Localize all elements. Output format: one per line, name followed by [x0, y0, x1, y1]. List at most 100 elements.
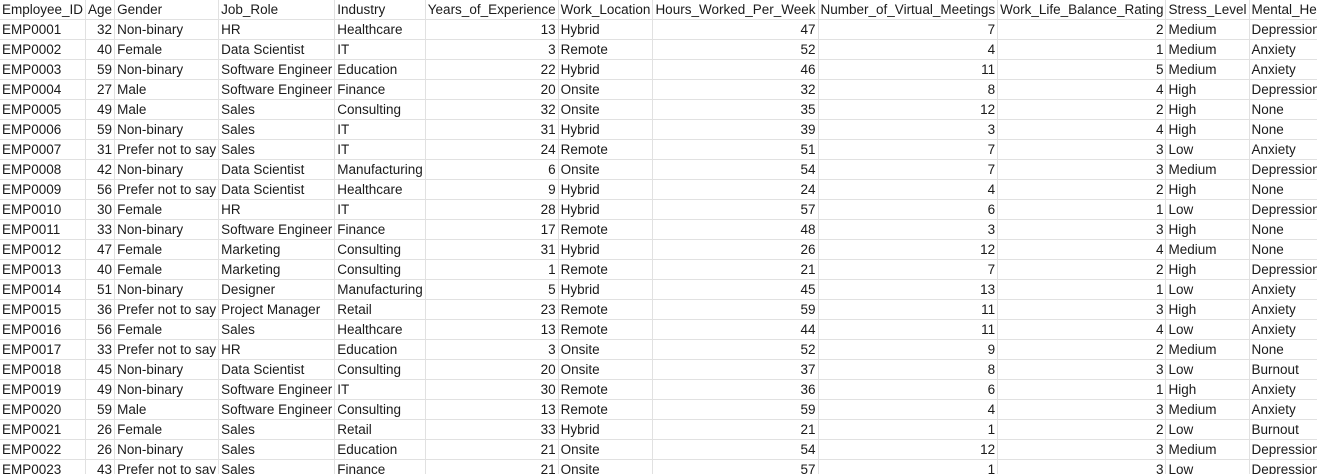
- cell-years-of-experience[interactable]: 31: [425, 239, 559, 260]
- column-header-virtual-meetings[interactable]: Number_of_Virtual_Meetings: [818, 0, 999, 20]
- cell-job-role[interactable]: HR: [218, 199, 336, 220]
- cell-work-life-balance[interactable]: 3: [997, 359, 1167, 380]
- column-header-work-life-balance[interactable]: Work_Life_Balance_Rating: [997, 0, 1167, 20]
- cell-hours-worked[interactable]: 57: [652, 199, 819, 220]
- cell-hours-worked[interactable]: 44: [652, 319, 819, 340]
- cell-hours-worked[interactable]: 24: [652, 179, 819, 200]
- cell-gender[interactable]: Female: [114, 259, 220, 280]
- cell-industry[interactable]: Finance: [334, 79, 426, 100]
- column-header-hours-worked[interactable]: Hours_Worked_Per_Week: [652, 0, 819, 20]
- cell-mental-health[interactable]: None: [1249, 219, 1317, 240]
- cell-hours-worked[interactable]: 45: [652, 279, 819, 300]
- cell-work-life-balance[interactable]: 3: [997, 159, 1167, 180]
- column-header-gender[interactable]: Gender: [114, 0, 220, 20]
- cell-work-location[interactable]: Onsite: [558, 439, 654, 460]
- cell-industry[interactable]: Finance: [334, 459, 426, 474]
- cell-work-life-balance[interactable]: 2: [997, 99, 1167, 120]
- cell-virtual-meetings[interactable]: 7: [818, 139, 999, 160]
- cell-hours-worked[interactable]: 21: [652, 259, 819, 280]
- cell-virtual-meetings[interactable]: 3: [818, 119, 999, 140]
- cell-mental-health[interactable]: Anxiety: [1249, 139, 1317, 160]
- cell-virtual-meetings[interactable]: 11: [818, 319, 999, 340]
- cell-job-role[interactable]: Marketing: [218, 239, 336, 260]
- cell-virtual-meetings[interactable]: 7: [818, 159, 999, 180]
- cell-years-of-experience[interactable]: 6: [425, 159, 559, 180]
- cell-gender[interactable]: Non-binary: [114, 219, 220, 240]
- cell-work-life-balance[interactable]: 4: [997, 79, 1167, 100]
- cell-job-role[interactable]: Sales: [218, 139, 336, 160]
- cell-work-location[interactable]: Hybrid: [558, 119, 654, 140]
- cell-stress-level[interactable]: Medium: [1165, 399, 1250, 420]
- cell-stress-level[interactable]: Low: [1165, 359, 1250, 380]
- cell-hours-worked[interactable]: 51: [652, 139, 819, 160]
- cell-mental-health[interactable]: Burnout: [1249, 359, 1317, 380]
- cell-employee-id[interactable]: EMP0011: [0, 219, 87, 240]
- cell-work-location[interactable]: Hybrid: [558, 279, 654, 300]
- cell-industry[interactable]: Education: [334, 439, 426, 460]
- cell-stress-level[interactable]: High: [1165, 99, 1250, 120]
- cell-work-life-balance[interactable]: 3: [997, 439, 1167, 460]
- cell-work-life-balance[interactable]: 1: [997, 39, 1167, 60]
- cell-work-life-balance[interactable]: 2: [997, 339, 1167, 360]
- cell-age[interactable]: 30: [85, 199, 116, 220]
- cell-virtual-meetings[interactable]: 12: [818, 239, 999, 260]
- cell-hours-worked[interactable]: 48: [652, 219, 819, 240]
- column-header-mental-health[interactable]: Mental_Health_Condition: [1249, 0, 1317, 20]
- cell-gender[interactable]: Non-binary: [114, 59, 220, 80]
- cell-industry[interactable]: Retail: [334, 419, 426, 440]
- cell-virtual-meetings[interactable]: 4: [818, 39, 999, 60]
- cell-employee-id[interactable]: EMP0021: [0, 419, 87, 440]
- cell-job-role[interactable]: Sales: [218, 119, 336, 140]
- cell-employee-id[interactable]: EMP0009: [0, 179, 87, 200]
- cell-mental-health[interactable]: Anxiety: [1249, 39, 1317, 60]
- cell-gender[interactable]: Non-binary: [114, 279, 220, 300]
- cell-mental-health[interactable]: Anxiety: [1249, 299, 1317, 320]
- cell-hours-worked[interactable]: 39: [652, 119, 819, 140]
- cell-age[interactable]: 51: [85, 279, 116, 300]
- cell-employee-id[interactable]: EMP0022: [0, 439, 87, 460]
- cell-work-life-balance[interactable]: 1: [997, 379, 1167, 400]
- cell-virtual-meetings[interactable]: 6: [818, 199, 999, 220]
- cell-years-of-experience[interactable]: 20: [425, 359, 559, 380]
- cell-virtual-meetings[interactable]: 3: [818, 219, 999, 240]
- cell-job-role[interactable]: Software Engineer: [218, 219, 336, 240]
- cell-mental-health[interactable]: None: [1249, 339, 1317, 360]
- cell-stress-level[interactable]: High: [1165, 379, 1250, 400]
- column-header-age[interactable]: Age: [85, 0, 116, 20]
- cell-age[interactable]: 40: [85, 259, 116, 280]
- cell-gender[interactable]: Female: [114, 419, 220, 440]
- cell-job-role[interactable]: Designer: [218, 279, 336, 300]
- cell-job-role[interactable]: Data Scientist: [218, 39, 336, 60]
- cell-virtual-meetings[interactable]: 8: [818, 359, 999, 380]
- cell-employee-id[interactable]: EMP0016: [0, 319, 87, 340]
- cell-employee-id[interactable]: EMP0020: [0, 399, 87, 420]
- cell-virtual-meetings[interactable]: 7: [818, 259, 999, 280]
- cell-employee-id[interactable]: EMP0023: [0, 459, 87, 474]
- cell-job-role[interactable]: Sales: [218, 319, 336, 340]
- column-header-work-location[interactable]: Work_Location: [558, 0, 654, 20]
- cell-industry[interactable]: Consulting: [334, 99, 426, 120]
- cell-years-of-experience[interactable]: 28: [425, 199, 559, 220]
- cell-industry[interactable]: Education: [334, 339, 426, 360]
- cell-work-life-balance[interactable]: 5: [997, 59, 1167, 80]
- cell-work-location[interactable]: Onsite: [558, 459, 654, 474]
- cell-work-life-balance[interactable]: 4: [997, 119, 1167, 140]
- cell-virtual-meetings[interactable]: 7: [818, 19, 999, 40]
- cell-hours-worked[interactable]: 54: [652, 439, 819, 460]
- column-header-job-role[interactable]: Job_Role: [218, 0, 336, 20]
- cell-virtual-meetings[interactable]: 12: [818, 99, 999, 120]
- cell-work-location[interactable]: Remote: [558, 399, 654, 420]
- cell-virtual-meetings[interactable]: 11: [818, 299, 999, 320]
- cell-mental-health[interactable]: Depression: [1249, 199, 1317, 220]
- cell-work-life-balance[interactable]: 3: [997, 299, 1167, 320]
- cell-industry[interactable]: IT: [334, 139, 426, 160]
- cell-mental-health[interactable]: None: [1249, 119, 1317, 140]
- cell-work-location[interactable]: Remote: [558, 299, 654, 320]
- cell-work-location[interactable]: Remote: [558, 319, 654, 340]
- cell-employee-id[interactable]: EMP0010: [0, 199, 87, 220]
- cell-years-of-experience[interactable]: 17: [425, 219, 559, 240]
- cell-age[interactable]: 31: [85, 139, 116, 160]
- cell-industry[interactable]: Healthcare: [334, 319, 426, 340]
- cell-stress-level[interactable]: Low: [1165, 459, 1250, 474]
- cell-work-location[interactable]: Onsite: [558, 159, 654, 180]
